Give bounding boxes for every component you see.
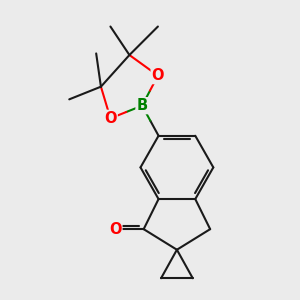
Text: O: O — [104, 111, 117, 126]
Text: O: O — [152, 68, 164, 83]
Text: B: B — [136, 98, 148, 113]
Text: O: O — [109, 222, 122, 237]
